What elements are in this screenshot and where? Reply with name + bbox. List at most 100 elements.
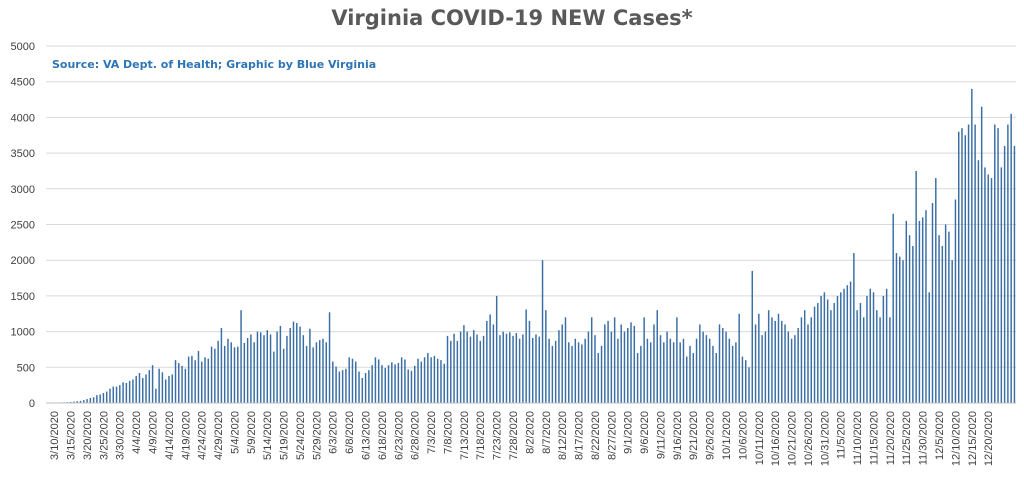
bar [656, 310, 658, 403]
bar [790, 338, 793, 403]
x-tick-label: 5/9/2020 [246, 411, 258, 454]
bar [558, 330, 560, 403]
bar [155, 388, 157, 403]
bar [627, 328, 629, 403]
bar [381, 365, 383, 403]
bar [132, 379, 134, 403]
bar [856, 310, 858, 403]
bar [243, 343, 246, 403]
bar [309, 328, 311, 403]
bar [345, 368, 347, 403]
bar [836, 295, 839, 403]
bar [686, 356, 688, 403]
bar [351, 358, 354, 403]
bar [364, 373, 367, 403]
y-tick-label: 1000 [11, 327, 35, 339]
bar [518, 338, 521, 403]
bar [813, 306, 816, 403]
bar [781, 320, 783, 403]
bar [400, 357, 403, 403]
x-tick-label: 5/4/2020 [229, 411, 241, 454]
bar [453, 333, 455, 403]
bar [109, 388, 111, 403]
bar [105, 391, 108, 403]
bar [613, 317, 616, 403]
bar [915, 170, 917, 403]
bar [823, 292, 826, 403]
bar [944, 224, 947, 403]
bar [908, 235, 911, 403]
bar [590, 317, 593, 403]
bar [925, 210, 927, 403]
bar [217, 340, 219, 403]
bar [561, 324, 563, 403]
x-tick-label: 10/11/2020 [754, 411, 766, 465]
bar [587, 331, 590, 403]
y-tick-label: 3500 [11, 148, 35, 160]
x-tick-label: 6/13/2020 [361, 411, 373, 460]
bar [178, 363, 180, 403]
bar [69, 401, 72, 403]
bar [600, 345, 603, 403]
bar [731, 345, 734, 403]
bar [708, 338, 711, 403]
x-tick-label: 11/10/2020 [852, 411, 864, 465]
bar [712, 345, 714, 403]
x-tick-label: 12/5/2020 [934, 411, 946, 460]
bar [227, 338, 229, 403]
x-tick-label: 6/18/2020 [377, 411, 389, 460]
x-tick-label: 12/20/2020 [983, 411, 995, 466]
bar [456, 340, 459, 403]
x-tick-label: 10/21/2020 [787, 411, 799, 466]
bar [784, 324, 786, 403]
bar [695, 338, 698, 403]
bar [171, 374, 173, 403]
bar [128, 380, 131, 403]
bar [410, 370, 413, 403]
bar [564, 317, 567, 403]
x-tick-label: 6/23/2020 [393, 411, 405, 460]
bar [889, 317, 891, 403]
bar [849, 281, 852, 403]
bar [466, 331, 468, 403]
bar [980, 106, 983, 403]
bar [151, 365, 154, 403]
bar [102, 393, 105, 403]
bar [912, 245, 914, 403]
bar [135, 375, 137, 403]
bar [142, 378, 144, 403]
bar [332, 361, 334, 403]
bar [653, 324, 655, 403]
x-tick-label: 11/30/2020 [918, 411, 930, 465]
bar [538, 336, 541, 403]
x-tick-label: 7/13/2020 [459, 411, 471, 460]
bar [253, 342, 255, 403]
bar [728, 338, 731, 403]
y-tick-label: 4500 [11, 77, 35, 89]
x-tick-label: 9/21/2020 [688, 411, 700, 460]
y-tick-label: 2000 [11, 255, 35, 267]
bar [810, 317, 812, 403]
x-tick-label: 5/24/2020 [295, 411, 307, 460]
bar [502, 331, 504, 403]
bar [282, 348, 285, 403]
bar [148, 370, 151, 403]
bar [699, 324, 701, 403]
bar [476, 334, 478, 403]
bar [649, 342, 652, 403]
bar [758, 313, 760, 403]
bar [938, 235, 940, 403]
bar [443, 363, 445, 403]
bar [250, 334, 252, 403]
bar [545, 310, 547, 403]
bar [820, 295, 822, 403]
bar [974, 124, 976, 403]
x-tick-label: 7/23/2020 [492, 411, 504, 460]
bar [230, 342, 232, 403]
bar [718, 324, 721, 403]
x-tick-label: 4/24/2020 [197, 411, 209, 460]
bar [112, 386, 114, 403]
bar [577, 342, 580, 403]
bar [987, 174, 989, 403]
bar [125, 383, 128, 403]
